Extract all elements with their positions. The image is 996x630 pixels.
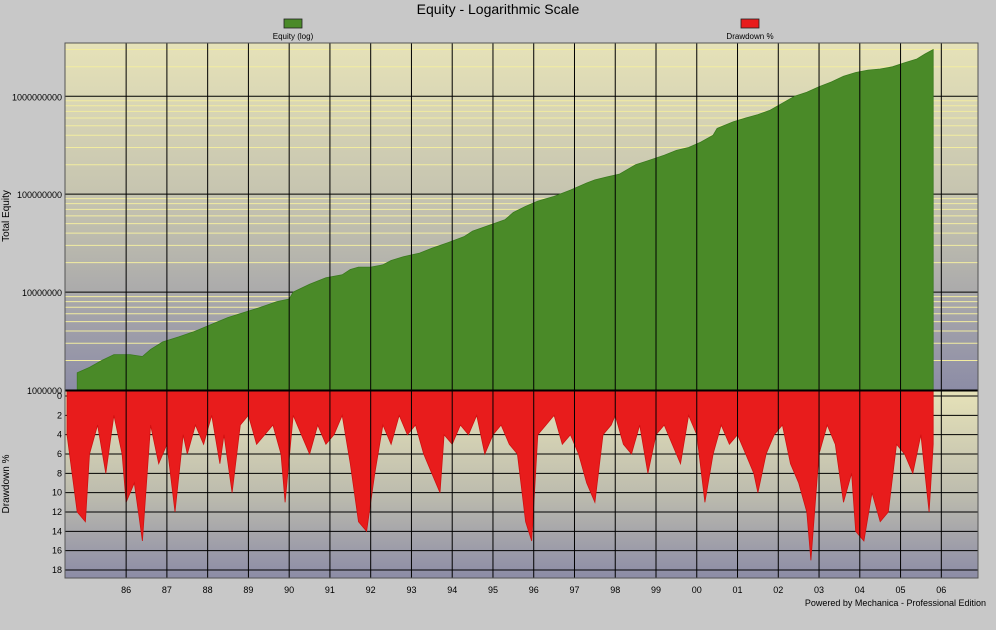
drawdown-area [66,390,934,561]
x-tick-label: 95 [488,585,498,595]
legend-swatch-drawdown [740,18,760,29]
equity-tick-label: 100000000 [17,190,62,200]
x-tick-label: 01 [733,585,743,595]
drawdown-tick-label: 14 [52,526,62,536]
legend-swatch-equity [283,18,303,29]
x-tick-label: 92 [366,585,376,595]
equity-tick-labels: 1000000 10000000 100000000 1000000000 [12,92,62,396]
equity-tick-label: 1000000000 [12,92,62,102]
drawdown-tick-label: 12 [52,507,62,517]
x-tick-label: 99 [651,585,661,595]
equity-tick-label: 10000000 [22,288,62,298]
drawdown-tick-label: 2 [57,410,62,420]
x-tick-label: 87 [162,585,172,595]
drawdown-series [66,390,934,561]
legend-label-drawdown: Drawdown % [726,32,773,41]
x-tick-label: 88 [203,585,213,595]
drawdown-tick-label: 0 [57,391,62,401]
x-tick-labels: 86 87 88 89 90 91 92 93 94 95 96 97 98 99 00 01 02 03 04 05… [121,585,946,595]
legend-label-equity: Equity (log) [273,32,314,41]
drawdown-axis-title: Drawdown % [1,454,12,513]
x-tick-label: 97 [569,585,579,595]
x-tick-label: 96 [529,585,539,595]
equity-area [76,48,934,391]
equity-axis-title: Total Equity [1,190,12,242]
x-tick-label: 90 [284,585,294,595]
plot-frame [64,42,979,579]
x-tick-label: 04 [855,585,865,595]
x-tick-label: 05 [896,585,906,595]
drawdown-tick-label: 16 [52,546,62,556]
x-tick-label: 89 [243,585,253,595]
x-tick-label: 93 [406,585,416,595]
x-tick-label: 94 [447,585,457,595]
drawdown-tick-label: 18 [52,565,62,575]
x-tick-label: 06 [936,585,946,595]
drawdown-tick-label: 4 [57,430,62,440]
x-tick-label: 00 [692,585,702,595]
drawdown-tick-label: 8 [57,468,62,478]
drawdown-tick-labels: 0 2 4 6 8 10 12 14 16 18 [52,391,62,575]
drawdown-tick-label: 10 [52,488,62,498]
equity-tick-label: 1000000 [27,386,62,396]
x-tick-label: 86 [121,585,131,595]
x-tick-label: 91 [325,585,335,595]
footer-credit: Powered by Mechanica - Professional Edit… [805,598,986,608]
chart-title: Equity - Logarithmic Scale [417,1,580,17]
vertical-gridlines [125,43,942,578]
drawdown-tick-label: 6 [57,449,62,459]
equity-series [76,48,934,391]
x-tick-label: 03 [814,585,824,595]
x-tick-label: 98 [610,585,620,595]
x-tick-label: 02 [773,585,783,595]
